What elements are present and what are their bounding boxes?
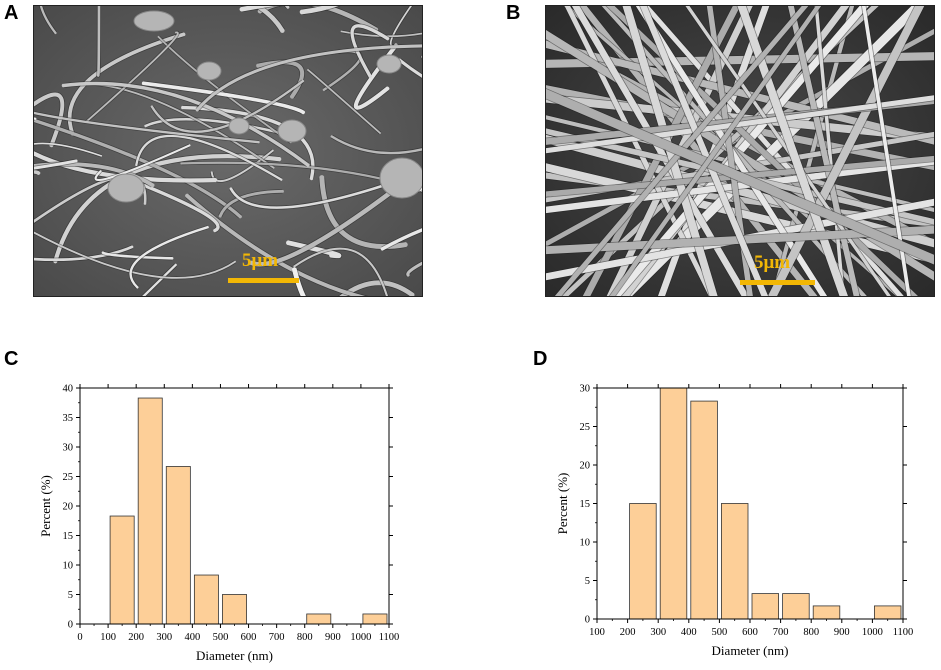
x-tick-label: 200 [128, 632, 144, 643]
y-tick-label: 20 [580, 461, 591, 472]
x-tick-label: 1000 [350, 632, 371, 643]
histogram-bar [222, 594, 247, 625]
x-axis-label: Diameter (nm) [196, 648, 273, 663]
y-axis-label: Percent (%) [38, 475, 53, 537]
panel-label-c: C [4, 348, 19, 370]
histogram-d-svg: 100 200 300 400 500 600 700 800 900 1000 1100 0 5 10 1… [555, 384, 914, 659]
scalebar-label-b: 5μm [754, 252, 791, 273]
x-tick-label: 0 [77, 632, 82, 643]
panel-label-d: D [533, 348, 548, 370]
x-tick-label: 800 [297, 632, 313, 643]
scalebar-label-a: 5μm [242, 250, 279, 271]
scalebar-b [740, 280, 815, 285]
y-tick-label: 0 [585, 615, 590, 626]
scalebar-a [228, 278, 299, 283]
x-tick-label: 500 [213, 632, 229, 643]
histogram-d: 100 200 300 400 500 600 700 800 900 1000 1100 0 5 10 1… [555, 370, 930, 670]
x-tick-label: 400 [681, 627, 697, 638]
histogram-bar [362, 613, 388, 625]
sem-fiber-drawing-a [34, 6, 422, 296]
sem-image-a [33, 5, 423, 297]
x-tick-label: 300 [650, 627, 666, 638]
y-tick-label: 30 [580, 384, 591, 395]
x-tick-label: 1100 [893, 627, 914, 638]
histogram-bar [720, 503, 749, 620]
histogram-bar [751, 593, 780, 620]
x-tick-label: 1000 [862, 627, 883, 638]
histogram-bar [659, 387, 688, 620]
histogram-c-svg: 0 100 200 300 400 500 600 700 800 900 1000 1100 0 5 10… [38, 384, 400, 664]
histogram-bar [812, 605, 841, 620]
y-tick-label: 10 [63, 561, 74, 572]
y-tick-label: 15 [63, 531, 74, 542]
histogram-bar [690, 400, 718, 620]
x-tick-label: 900 [834, 627, 850, 638]
x-tick-label: 400 [184, 632, 200, 643]
x-tick-label: 1100 [379, 632, 400, 643]
histogram-bar [109, 515, 135, 625]
panel-label-a: A [4, 2, 19, 24]
y-tick-label: 15 [580, 499, 591, 510]
y-tick-label: 0 [68, 620, 73, 631]
x-tick-label: 600 [742, 627, 758, 638]
x-tick-label: 900 [325, 632, 341, 643]
histogram-c: 0 100 200 300 400 500 600 700 800 900 1000 1100 0 5 10… [38, 370, 410, 670]
x-tick-label: 500 [712, 627, 728, 638]
y-tick-label: 20 [63, 502, 74, 513]
y-tick-label: 5 [68, 590, 73, 601]
histogram-bar [137, 397, 163, 625]
sem-fiber-drawing-b [546, 6, 934, 296]
x-tick-label: 600 [241, 632, 257, 643]
x-tick-label: 300 [156, 632, 172, 643]
y-tick-label: 30 [63, 443, 74, 454]
histogram-bar [873, 605, 902, 620]
y-tick-label: 35 [63, 413, 74, 424]
y-tick-label: 40 [63, 384, 74, 395]
y-tick-label: 5 [585, 576, 590, 587]
x-tick-label: 100 [589, 627, 605, 638]
histogram-bar [306, 613, 332, 625]
histogram-bar [165, 466, 191, 625]
x-tick-label: 700 [269, 632, 285, 643]
y-tick-label: 25 [580, 422, 591, 433]
x-tick-label: 700 [773, 627, 789, 638]
histogram-bar [193, 574, 219, 625]
x-tick-label: 100 [100, 632, 116, 643]
y-axis-label: Percent (%) [555, 473, 570, 535]
histogram-bar [782, 593, 810, 620]
y-tick-label: 25 [63, 472, 74, 483]
panel-label-b: B [506, 2, 521, 24]
x-tick-label: 200 [620, 627, 636, 638]
histogram-bar [629, 503, 657, 620]
sem-image-b [545, 5, 935, 297]
y-tick-label: 10 [580, 538, 591, 549]
x-tick-label: 800 [803, 627, 819, 638]
x-axis-label: Diameter (nm) [712, 643, 789, 658]
